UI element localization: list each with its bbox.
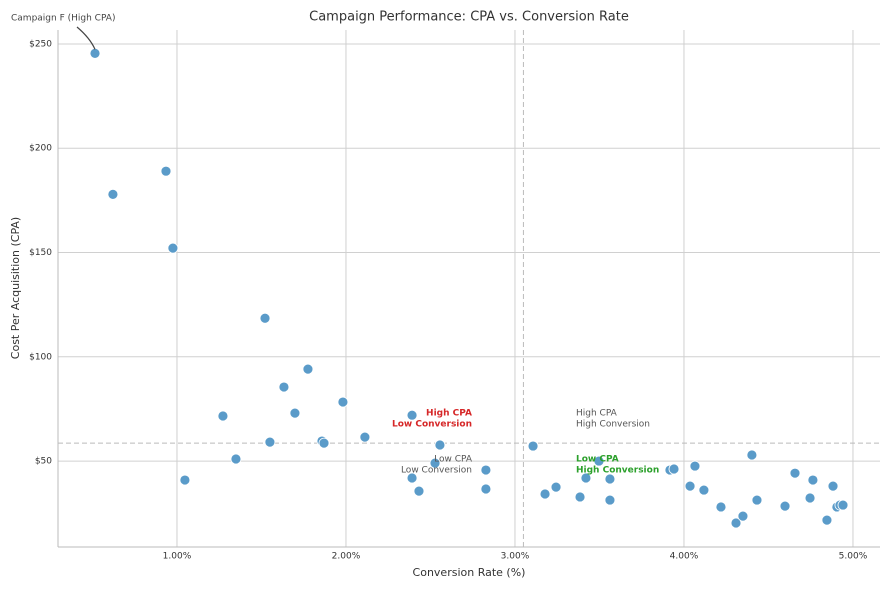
annotation: High CPA bbox=[576, 409, 618, 419]
data-point bbox=[359, 431, 371, 443]
annotation: Low Conversion bbox=[392, 420, 472, 430]
annotation: Low Conversion bbox=[401, 466, 472, 476]
data-point bbox=[604, 473, 616, 485]
data-point bbox=[259, 312, 271, 324]
data-point bbox=[337, 396, 349, 408]
data-point bbox=[821, 514, 833, 526]
data-point bbox=[827, 480, 839, 492]
annotation: High Conversion bbox=[576, 466, 659, 476]
data-point bbox=[593, 455, 605, 467]
data-point bbox=[429, 457, 441, 469]
data-point bbox=[480, 483, 492, 495]
y-tick-label: $150 bbox=[29, 248, 52, 258]
data-point bbox=[789, 467, 801, 479]
data-point bbox=[698, 484, 710, 496]
data-point bbox=[804, 492, 816, 504]
annotation-arrow bbox=[76, 26, 96, 50]
data-point bbox=[167, 242, 179, 254]
data-point bbox=[230, 453, 242, 465]
data-point bbox=[604, 494, 616, 506]
data-point bbox=[730, 517, 742, 529]
data-point bbox=[406, 472, 418, 484]
data-point bbox=[746, 449, 758, 461]
annotation: Low CPA bbox=[434, 455, 473, 465]
x-axis-label: Conversion Rate (%) bbox=[413, 566, 526, 579]
data-point bbox=[434, 439, 446, 451]
data-point bbox=[668, 463, 680, 475]
y-tick-label: $100 bbox=[29, 352, 52, 362]
data-point bbox=[480, 464, 492, 476]
x-tick-label: 1.00% bbox=[163, 552, 192, 562]
x-tick-label: 5.00% bbox=[839, 552, 868, 562]
annotation: Low CPA bbox=[576, 455, 619, 465]
data-point bbox=[302, 363, 314, 375]
data-point bbox=[527, 440, 539, 452]
data-point bbox=[318, 437, 330, 449]
y-tick-label: $250 bbox=[29, 39, 52, 49]
data-point bbox=[160, 165, 172, 177]
data-point bbox=[179, 474, 191, 486]
annotation: High CPA bbox=[426, 409, 472, 419]
data-point bbox=[737, 510, 749, 522]
annotation: High Conversion bbox=[576, 420, 650, 430]
data-point bbox=[779, 500, 791, 512]
data-point bbox=[574, 491, 586, 503]
data-point bbox=[264, 436, 276, 448]
data-point bbox=[217, 410, 229, 422]
y-axis-label: Cost Per Acquisition (CPA) bbox=[9, 217, 22, 359]
data-point bbox=[580, 472, 592, 484]
data-point bbox=[406, 409, 418, 421]
data-point bbox=[289, 407, 301, 419]
x-tick-label: 4.00% bbox=[670, 552, 699, 562]
data-point bbox=[837, 499, 849, 511]
data-point bbox=[715, 501, 727, 513]
y-tick-label: $200 bbox=[29, 144, 52, 154]
x-tick-label: 3.00% bbox=[501, 552, 530, 562]
data-point bbox=[684, 480, 696, 492]
data-point bbox=[278, 381, 290, 393]
data-point bbox=[413, 485, 425, 497]
data-point bbox=[89, 47, 101, 59]
data-point bbox=[689, 460, 701, 472]
data-point bbox=[107, 188, 119, 200]
data-point bbox=[807, 474, 819, 486]
annotation: Campaign F (High CPA) bbox=[11, 14, 115, 24]
data-point bbox=[751, 494, 763, 506]
y-tick-label: $50 bbox=[35, 457, 52, 467]
data-point bbox=[539, 488, 551, 500]
data-point bbox=[550, 481, 562, 493]
x-tick-label: 2.00% bbox=[332, 552, 361, 562]
chart-title: Campaign Performance: CPA vs. Conversion… bbox=[309, 10, 629, 25]
